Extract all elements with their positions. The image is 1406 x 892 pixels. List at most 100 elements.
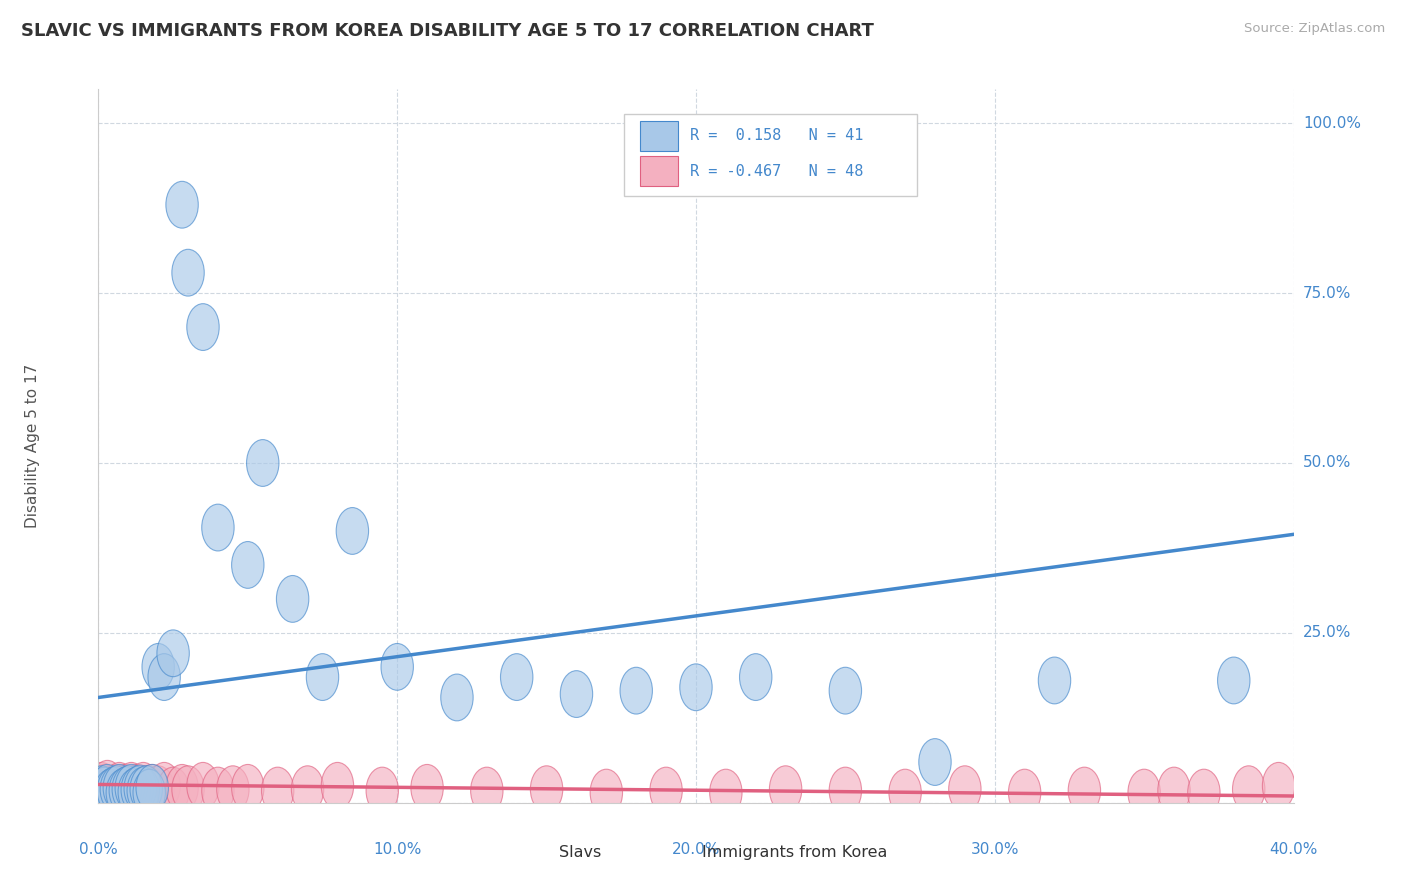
- Ellipse shape: [124, 767, 156, 814]
- Ellipse shape: [246, 440, 278, 486]
- Ellipse shape: [560, 671, 593, 717]
- Ellipse shape: [157, 767, 190, 814]
- Text: R = -0.467   N = 48: R = -0.467 N = 48: [690, 164, 863, 178]
- Ellipse shape: [105, 766, 139, 813]
- Text: 100.0%: 100.0%: [1303, 116, 1361, 131]
- Text: 10.0%: 10.0%: [373, 842, 422, 857]
- FancyBboxPatch shape: [665, 841, 693, 864]
- Ellipse shape: [127, 767, 159, 814]
- Ellipse shape: [136, 764, 169, 811]
- Ellipse shape: [89, 767, 121, 814]
- Text: 30.0%: 30.0%: [970, 842, 1019, 857]
- Ellipse shape: [112, 766, 145, 813]
- Ellipse shape: [217, 766, 249, 813]
- Ellipse shape: [148, 763, 180, 809]
- Ellipse shape: [1263, 763, 1295, 809]
- Ellipse shape: [1069, 767, 1101, 814]
- Ellipse shape: [1128, 769, 1160, 816]
- Ellipse shape: [127, 763, 159, 809]
- Ellipse shape: [121, 764, 153, 811]
- Text: Slavs: Slavs: [558, 845, 600, 860]
- Ellipse shape: [336, 508, 368, 554]
- Ellipse shape: [118, 766, 150, 813]
- Ellipse shape: [830, 667, 862, 714]
- Ellipse shape: [142, 643, 174, 690]
- Ellipse shape: [187, 303, 219, 351]
- Ellipse shape: [118, 769, 150, 815]
- Ellipse shape: [110, 767, 142, 814]
- Ellipse shape: [103, 763, 135, 809]
- Ellipse shape: [1233, 766, 1265, 813]
- Ellipse shape: [830, 767, 862, 814]
- Text: 75.0%: 75.0%: [1303, 285, 1351, 301]
- Ellipse shape: [1038, 657, 1071, 704]
- Ellipse shape: [91, 760, 124, 807]
- Ellipse shape: [501, 654, 533, 700]
- Ellipse shape: [411, 764, 443, 811]
- Ellipse shape: [201, 767, 235, 814]
- Ellipse shape: [769, 766, 801, 813]
- Ellipse shape: [86, 766, 118, 813]
- Ellipse shape: [710, 769, 742, 816]
- Ellipse shape: [100, 766, 132, 813]
- Ellipse shape: [86, 763, 118, 809]
- Ellipse shape: [918, 739, 952, 786]
- Text: Source: ZipAtlas.com: Source: ZipAtlas.com: [1244, 22, 1385, 36]
- FancyBboxPatch shape: [522, 841, 550, 864]
- Ellipse shape: [103, 764, 135, 811]
- Ellipse shape: [1157, 767, 1191, 814]
- Ellipse shape: [1188, 769, 1220, 816]
- Ellipse shape: [97, 767, 129, 814]
- Text: 50.0%: 50.0%: [1303, 456, 1351, 470]
- Ellipse shape: [307, 654, 339, 700]
- Text: 25.0%: 25.0%: [1303, 625, 1351, 640]
- Ellipse shape: [277, 575, 309, 623]
- Ellipse shape: [94, 769, 127, 816]
- Text: R =  0.158   N = 41: R = 0.158 N = 41: [690, 128, 863, 143]
- Ellipse shape: [440, 674, 474, 721]
- FancyBboxPatch shape: [640, 156, 678, 186]
- Ellipse shape: [134, 769, 166, 816]
- Ellipse shape: [1218, 657, 1250, 704]
- Ellipse shape: [129, 766, 163, 813]
- Ellipse shape: [136, 764, 169, 811]
- Ellipse shape: [100, 764, 132, 811]
- Ellipse shape: [148, 654, 180, 700]
- Ellipse shape: [166, 764, 198, 811]
- Ellipse shape: [366, 767, 398, 814]
- Ellipse shape: [91, 764, 124, 811]
- Ellipse shape: [110, 764, 142, 811]
- Ellipse shape: [740, 654, 772, 700]
- Ellipse shape: [650, 767, 682, 814]
- Ellipse shape: [591, 769, 623, 816]
- Text: 40.0%: 40.0%: [1270, 842, 1317, 857]
- Ellipse shape: [232, 764, 264, 811]
- Ellipse shape: [471, 767, 503, 814]
- Ellipse shape: [201, 504, 235, 551]
- Ellipse shape: [1008, 769, 1040, 816]
- Ellipse shape: [142, 766, 174, 813]
- Ellipse shape: [620, 667, 652, 714]
- Ellipse shape: [115, 764, 148, 811]
- Text: Immigrants from Korea: Immigrants from Korea: [702, 845, 887, 860]
- Ellipse shape: [679, 664, 713, 711]
- Ellipse shape: [232, 541, 264, 589]
- Ellipse shape: [889, 769, 921, 816]
- Ellipse shape: [291, 766, 323, 813]
- Ellipse shape: [134, 767, 166, 814]
- Text: 20.0%: 20.0%: [672, 842, 720, 857]
- Text: SLAVIC VS IMMIGRANTS FROM KOREA DISABILITY AGE 5 TO 17 CORRELATION CHART: SLAVIC VS IMMIGRANTS FROM KOREA DISABILI…: [21, 22, 875, 40]
- Ellipse shape: [89, 764, 121, 811]
- Ellipse shape: [94, 766, 127, 813]
- Text: Disability Age 5 to 17: Disability Age 5 to 17: [25, 364, 41, 528]
- Ellipse shape: [381, 643, 413, 690]
- Ellipse shape: [166, 181, 198, 228]
- FancyBboxPatch shape: [624, 114, 917, 196]
- Ellipse shape: [321, 763, 354, 809]
- Ellipse shape: [115, 763, 148, 809]
- Text: 0.0%: 0.0%: [79, 842, 118, 857]
- FancyBboxPatch shape: [640, 120, 678, 151]
- Ellipse shape: [187, 763, 219, 809]
- Ellipse shape: [172, 249, 204, 296]
- Ellipse shape: [121, 766, 153, 814]
